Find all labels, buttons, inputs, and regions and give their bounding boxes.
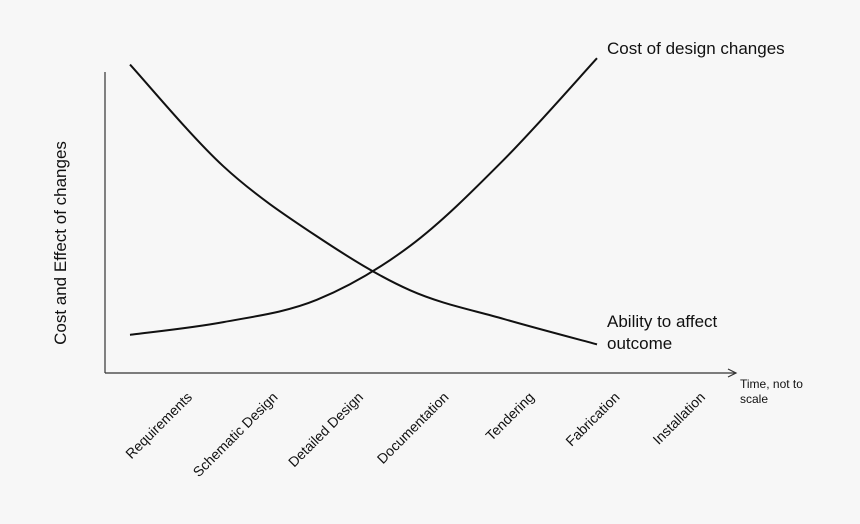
x-tick-label: Tendering — [482, 389, 537, 444]
series-line — [129, 57, 598, 336]
x-tick-label: Installation — [649, 389, 708, 448]
series-label: Ability to affect outcome — [607, 312, 718, 354]
y-axis-label: Cost and Effect of changes — [51, 141, 70, 345]
x-tick-label: Schematic Design — [190, 389, 281, 480]
series-line — [129, 63, 598, 346]
x-tick-label: Detailed Design — [285, 389, 366, 470]
x-axis-label: Time, not to scale — [740, 377, 803, 406]
x-tick-label: Fabrication — [562, 389, 622, 449]
x-tick-label: Requirements — [122, 389, 195, 462]
x-axis-arrow — [727, 368, 738, 378]
x-tick-label: Documentation — [374, 389, 452, 467]
series-label: Cost of design changes — [607, 39, 785, 59]
